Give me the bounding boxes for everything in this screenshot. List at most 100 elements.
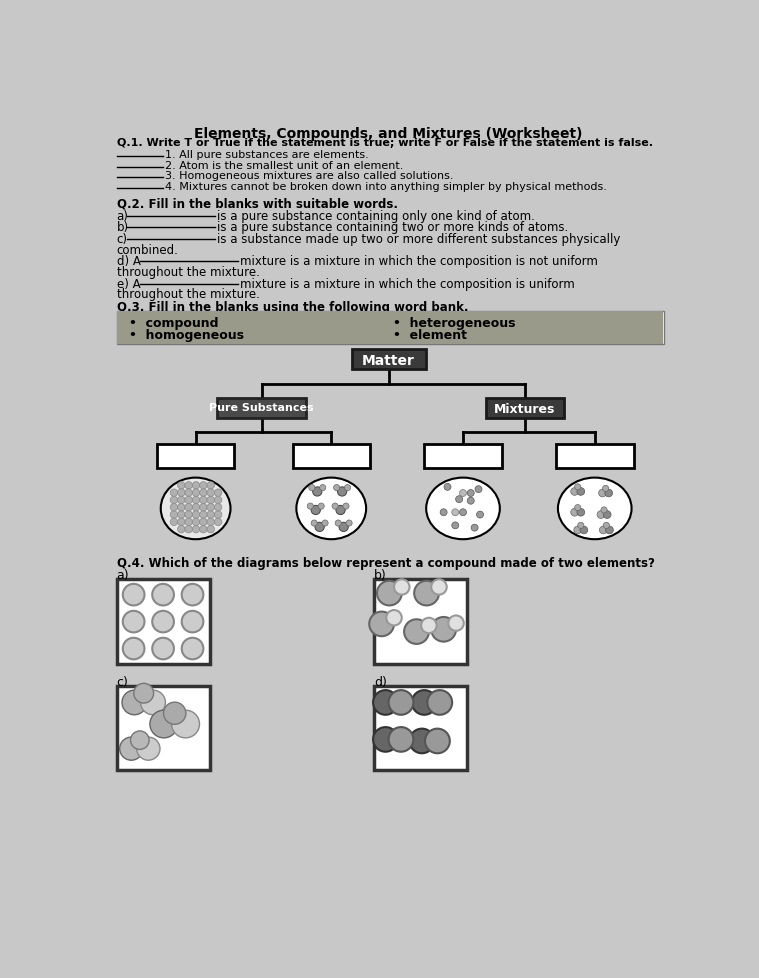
Circle shape <box>313 487 322 497</box>
Circle shape <box>404 620 429 645</box>
Text: Pure Substances: Pure Substances <box>209 403 313 413</box>
Circle shape <box>427 690 452 715</box>
Text: c): c) <box>117 233 128 245</box>
Circle shape <box>336 506 345 515</box>
Circle shape <box>603 522 609 529</box>
Circle shape <box>373 690 398 715</box>
Circle shape <box>311 520 317 526</box>
Circle shape <box>207 482 215 490</box>
Circle shape <box>192 497 200 504</box>
Text: Q.3. Fill in the blanks using the following word bank.: Q.3. Fill in the blanks using the follow… <box>117 300 468 313</box>
Circle shape <box>200 526 207 533</box>
Circle shape <box>339 522 348 532</box>
Circle shape <box>603 486 609 492</box>
Circle shape <box>140 690 165 715</box>
Circle shape <box>394 580 410 595</box>
Circle shape <box>575 484 581 490</box>
Circle shape <box>597 511 605 519</box>
Circle shape <box>605 490 613 498</box>
Text: is a pure substance containing two or more kinds of atoms.: is a pure substance containing two or mo… <box>216 221 568 234</box>
Circle shape <box>178 511 185 518</box>
Circle shape <box>307 504 313 510</box>
Circle shape <box>181 638 203 659</box>
Circle shape <box>377 581 402 605</box>
Text: 2. Atom is the smallest unit of an element.: 2. Atom is the smallest unit of an eleme… <box>165 160 403 170</box>
Circle shape <box>477 511 483 518</box>
Circle shape <box>200 518 207 526</box>
Text: 1. All pure substances are elements.: 1. All pure substances are elements. <box>165 150 368 159</box>
Circle shape <box>200 482 207 490</box>
Circle shape <box>153 584 174 605</box>
Bar <box>117 311 663 345</box>
Circle shape <box>170 497 178 504</box>
Bar <box>292 444 370 468</box>
Text: is a substance made up two or more different substances physically: is a substance made up two or more diffe… <box>216 233 620 245</box>
Text: •  homogeneous: • homogeneous <box>129 329 244 342</box>
Circle shape <box>468 490 474 497</box>
Circle shape <box>577 509 584 516</box>
Circle shape <box>601 508 607 513</box>
Bar <box>374 686 467 771</box>
Circle shape <box>185 511 192 518</box>
Text: Q.1. Write T or True if the statement is true; write F or False if the statement: Q.1. Write T or True if the statement is… <box>117 138 653 148</box>
Circle shape <box>318 504 324 510</box>
Circle shape <box>192 504 200 511</box>
Circle shape <box>200 504 207 511</box>
Circle shape <box>200 511 207 518</box>
Circle shape <box>214 518 222 526</box>
Circle shape <box>178 489 185 497</box>
Circle shape <box>185 518 192 526</box>
Circle shape <box>333 485 340 491</box>
Circle shape <box>600 526 607 534</box>
Circle shape <box>425 729 450 753</box>
Circle shape <box>412 690 436 715</box>
Circle shape <box>373 728 398 752</box>
Circle shape <box>192 482 200 490</box>
Circle shape <box>178 504 185 511</box>
Circle shape <box>192 518 200 526</box>
Circle shape <box>315 522 324 532</box>
Circle shape <box>153 638 174 659</box>
Bar <box>118 312 663 344</box>
Circle shape <box>207 489 215 497</box>
Text: Q.2. Fill in the blanks with suitable words.: Q.2. Fill in the blanks with suitable wo… <box>117 198 398 210</box>
Circle shape <box>153 611 174 633</box>
Circle shape <box>185 526 192 533</box>
Text: d): d) <box>374 675 387 689</box>
Circle shape <box>170 511 178 518</box>
Text: d) A: d) A <box>117 255 140 268</box>
Circle shape <box>414 581 439 605</box>
Circle shape <box>200 489 207 497</box>
Circle shape <box>475 486 482 493</box>
Circle shape <box>200 497 207 504</box>
Circle shape <box>122 690 146 715</box>
Ellipse shape <box>427 478 500 540</box>
Circle shape <box>172 710 200 738</box>
Circle shape <box>440 510 447 516</box>
Circle shape <box>421 618 436 634</box>
Bar <box>117 686 209 771</box>
Circle shape <box>444 484 451 491</box>
Circle shape <box>181 611 203 633</box>
Circle shape <box>137 737 160 761</box>
Circle shape <box>192 526 200 533</box>
Circle shape <box>311 506 320 515</box>
Circle shape <box>577 488 584 496</box>
Circle shape <box>309 485 315 491</box>
Text: 4. Mixtures cannot be broken down into anything simpler by physical methods.: 4. Mixtures cannot be broken down into a… <box>165 182 606 192</box>
Circle shape <box>335 520 342 526</box>
Circle shape <box>185 489 192 497</box>
Text: a): a) <box>117 209 128 223</box>
Bar <box>352 350 426 370</box>
Circle shape <box>599 490 606 498</box>
Circle shape <box>369 612 394 637</box>
Circle shape <box>431 580 447 595</box>
Circle shape <box>207 518 215 526</box>
Circle shape <box>178 497 185 504</box>
Circle shape <box>123 584 144 605</box>
Circle shape <box>120 737 143 761</box>
Circle shape <box>346 520 352 526</box>
Bar <box>424 444 502 468</box>
Text: c): c) <box>117 675 128 689</box>
Text: b): b) <box>117 221 129 234</box>
